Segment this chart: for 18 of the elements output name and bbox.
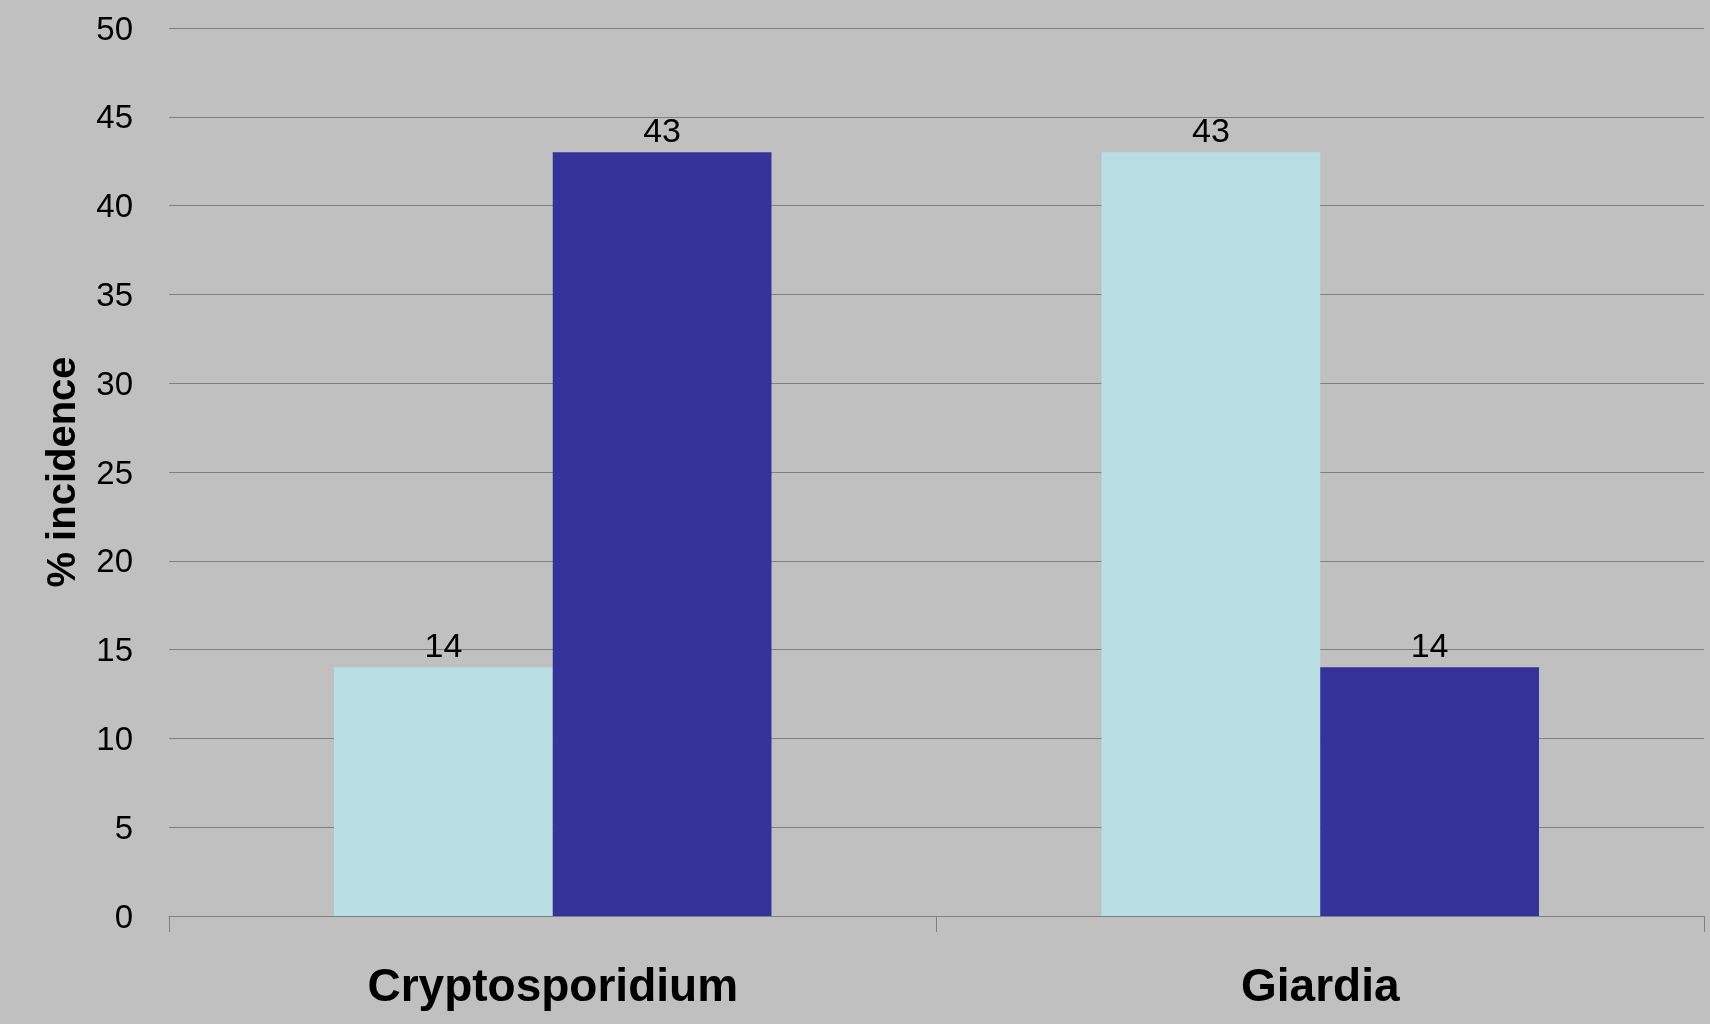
y-tick-label: 50 (96, 9, 133, 47)
y-tick-label: 5 (114, 808, 133, 846)
y-tick-label: 10 (96, 719, 133, 757)
x-tick-label: Giardia (1240, 959, 1400, 1011)
y-tick-label: 0 (114, 897, 133, 935)
y-tick-label: 15 (96, 631, 133, 669)
y-tick-label: 45 (96, 98, 133, 136)
x-tick-label: Cryptosporidium (367, 959, 739, 1011)
y-tick-label: 30 (96, 364, 133, 402)
y-tick-label: 40 (96, 187, 133, 225)
y-tick-label: 25 (96, 453, 133, 491)
y-axis-title: % incidence (39, 356, 83, 588)
data-label: 14 (424, 626, 463, 665)
y-tick-label: 20 (96, 542, 133, 580)
y-tick-label: 35 (96, 275, 133, 313)
data-label: 43 (643, 111, 682, 150)
data-label: 14 (1410, 626, 1449, 665)
data-label: 43 (1191, 111, 1230, 150)
